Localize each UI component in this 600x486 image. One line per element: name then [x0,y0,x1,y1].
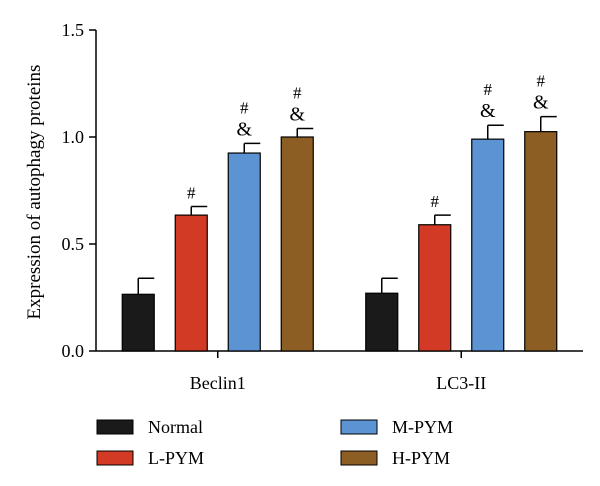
y-tick-label: 1.5 [62,20,85,40]
bar [280,136,314,352]
bar [471,138,505,352]
legend: Normal L-PYM M-PYM H-PYM [96,417,453,468]
x-tick-label: LC3-II [436,373,486,393]
significance-mark: # [537,72,546,91]
y-tick-label: 1.0 [62,127,85,147]
bar [121,293,155,352]
legend-swatch [96,450,134,466]
significance-mark: & [533,92,549,114]
legend-label: L-PYM [148,448,204,468]
significance-mark: & [289,103,305,125]
significance-mark: # [240,98,249,117]
bar [227,152,261,352]
bar [524,131,558,352]
legend-label: M-PYM [392,417,453,437]
bar [174,214,208,352]
bar [418,224,452,352]
y-tick-label: 0.5 [62,234,85,254]
x-tick-label: Beclin1 [190,373,246,393]
significance-mark: & [480,100,496,122]
legend-swatch [340,450,378,466]
significance-mark: # [293,83,302,102]
y-tick-label: 0.0 [62,341,85,361]
y-axis-label: Expression of autophagy proteins [24,65,45,320]
legend-label: H-PYM [392,448,450,468]
legend-swatch [96,419,134,435]
significance-mark: # [484,80,493,99]
x-tick-labels: Beclin1 LC3-II [190,351,486,393]
significance-mark: # [187,184,196,203]
bars: #&# &##&#&# [121,72,558,352]
legend-label: Normal [148,417,203,437]
significance-mark: & [236,118,252,140]
bar [365,292,399,352]
legend-swatch [340,419,378,435]
significance-mark: # [431,192,440,211]
